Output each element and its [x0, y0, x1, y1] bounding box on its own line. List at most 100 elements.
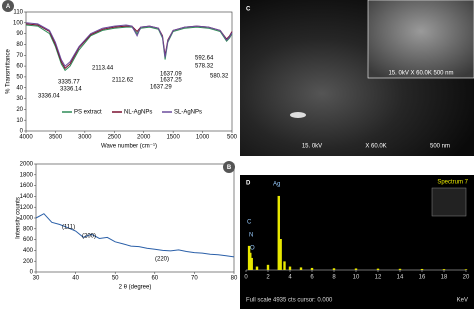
spectrum-peak — [299, 267, 303, 270]
peak-annotation: (111) — [62, 225, 75, 231]
x-tick-label: 12 — [375, 275, 382, 281]
y-tick-label: 2000 — [20, 162, 34, 168]
y-tick-label: 30 — [16, 96, 23, 102]
peak-annotation: 3335.77 — [58, 80, 80, 86]
legend-label: NL-AgNPs — [124, 110, 152, 116]
x-tick-label: 16 — [419, 275, 426, 281]
peak-annotation: 578.32 — [195, 64, 214, 70]
panel-label-bg — [2, 0, 14, 12]
x-tick-label: 30 — [33, 276, 40, 282]
x-tick-label: 6 — [310, 275, 314, 281]
spectrum-peak — [255, 266, 259, 270]
spectrum-peak — [464, 269, 468, 270]
spectrum-peak — [288, 266, 292, 270]
y-axis-title: Intensity counts — [16, 197, 22, 239]
x-tick-label: 60 — [151, 276, 158, 282]
x-tick-label: 4000 — [19, 135, 33, 141]
spectrum-peak — [332, 268, 336, 270]
spectrum-peak — [249, 252, 252, 270]
x-tick-label: 2500 — [108, 135, 122, 141]
y-tick-label: 100 — [13, 20, 24, 26]
y-tick-label: 0 — [20, 129, 24, 135]
spectrum-peak — [250, 257, 253, 270]
y-tick-label: 70 — [16, 53, 23, 59]
y-axis-title: % Transmittance — [6, 48, 12, 93]
x-tick-label: 14 — [397, 275, 404, 281]
peak-annotation: 580.32 — [210, 74, 229, 80]
x-tick-label: 18 — [441, 275, 448, 281]
x-tick-label: 80 — [231, 276, 238, 282]
y-tick-label: 80 — [16, 42, 23, 48]
plot-frame — [35, 163, 235, 273]
sem-scale: 500 nm — [430, 144, 450, 150]
series-line — [35, 213, 235, 258]
peak-annotation: (200) — [82, 234, 96, 240]
sem-inset — [367, 0, 474, 79]
y-tick-label: 50 — [16, 74, 23, 80]
peak-annotation: 1637.29 — [150, 85, 172, 91]
sem-voltage: 15. 0kV — [302, 144, 322, 150]
y-tick-label: 60 — [16, 64, 23, 70]
x-axis-title: Wave number (cm⁻¹) — [101, 144, 157, 150]
spectrum-peak — [283, 261, 286, 270]
plot-frame — [25, 11, 233, 132]
y-tick-label: 40 — [16, 85, 23, 91]
x-tick-label: 2 — [266, 275, 270, 281]
y-tick-label: 90 — [16, 31, 23, 37]
x-tick-label: 1000 — [196, 135, 210, 141]
spectrum-peak — [442, 269, 446, 270]
x-tick-label: 2000 — [137, 135, 151, 141]
spectrum-peak — [420, 268, 424, 270]
series-line — [25, 22, 233, 67]
y-tick-label: 20 — [16, 107, 23, 113]
y-tick-label: 800 — [23, 226, 34, 232]
x-tick-label: 70 — [191, 276, 198, 282]
element-label: C — [247, 220, 252, 226]
y-tick-label: 400 — [23, 248, 34, 254]
y-tick-label: 0 — [30, 270, 34, 276]
peak-annotation: 2112.62 — [112, 78, 134, 84]
x-axis-title: KeV — [457, 298, 468, 304]
inset-caption: 15. 0kV X 60.0K 500 nm — [388, 71, 453, 77]
spectrum-peak — [247, 245, 251, 270]
spectrum-peak — [354, 268, 358, 270]
y-tick-label: 110 — [13, 10, 23, 16]
x-tick-label: 50 — [112, 276, 119, 282]
y-tick-label: 1000 — [20, 216, 34, 222]
x-tick-label: 10 — [353, 275, 360, 281]
x-tick-label: 3000 — [78, 135, 92, 141]
spectrum-peak — [266, 264, 270, 270]
element-label: O — [250, 246, 255, 252]
x-tick-label: 3500 — [49, 135, 63, 141]
peak-annotation: 3336.14 — [60, 87, 82, 93]
peak-annotation: 592.64 — [195, 56, 214, 62]
element-label: Ag — [273, 182, 280, 188]
spectrum-peak — [277, 195, 280, 270]
x-tick-label: 500 — [227, 135, 238, 141]
footer: Full scale 4935 cts cursor: 0.000 — [246, 298, 333, 304]
y-tick-label: 1600 — [20, 183, 34, 189]
panel-label: A — [6, 4, 11, 10]
peak-annotation: 1637.09 — [160, 72, 182, 78]
sem-bright-spot — [290, 112, 306, 118]
element-label: N — [249, 233, 253, 239]
x-tick-label: 0 — [244, 275, 248, 281]
legend-label: PS extract — [74, 110, 102, 116]
y-tick-label: 600 — [23, 237, 34, 243]
panel-label-bg — [223, 161, 235, 173]
spectrum-name: Spectrum 7 — [437, 180, 468, 186]
x-tick-label: 40 — [72, 276, 79, 282]
y-tick-label: 1200 — [20, 205, 34, 211]
panel-label: C — [246, 7, 251, 13]
x-tick-label: 8 — [332, 275, 336, 281]
x-axis-title: 2 θ (degree) — [119, 285, 152, 291]
spectrum-peak — [279, 238, 282, 270]
x-tick-label: 20 — [463, 275, 470, 281]
y-tick-label: 10 — [16, 118, 23, 124]
peak-annotation: 2113.44 — [92, 66, 114, 72]
spectrum-peak — [398, 268, 402, 270]
y-tick-label: 1400 — [20, 194, 34, 200]
peak-annotation: 3336.04 — [38, 94, 60, 100]
y-tick-label: 200 — [23, 259, 34, 265]
